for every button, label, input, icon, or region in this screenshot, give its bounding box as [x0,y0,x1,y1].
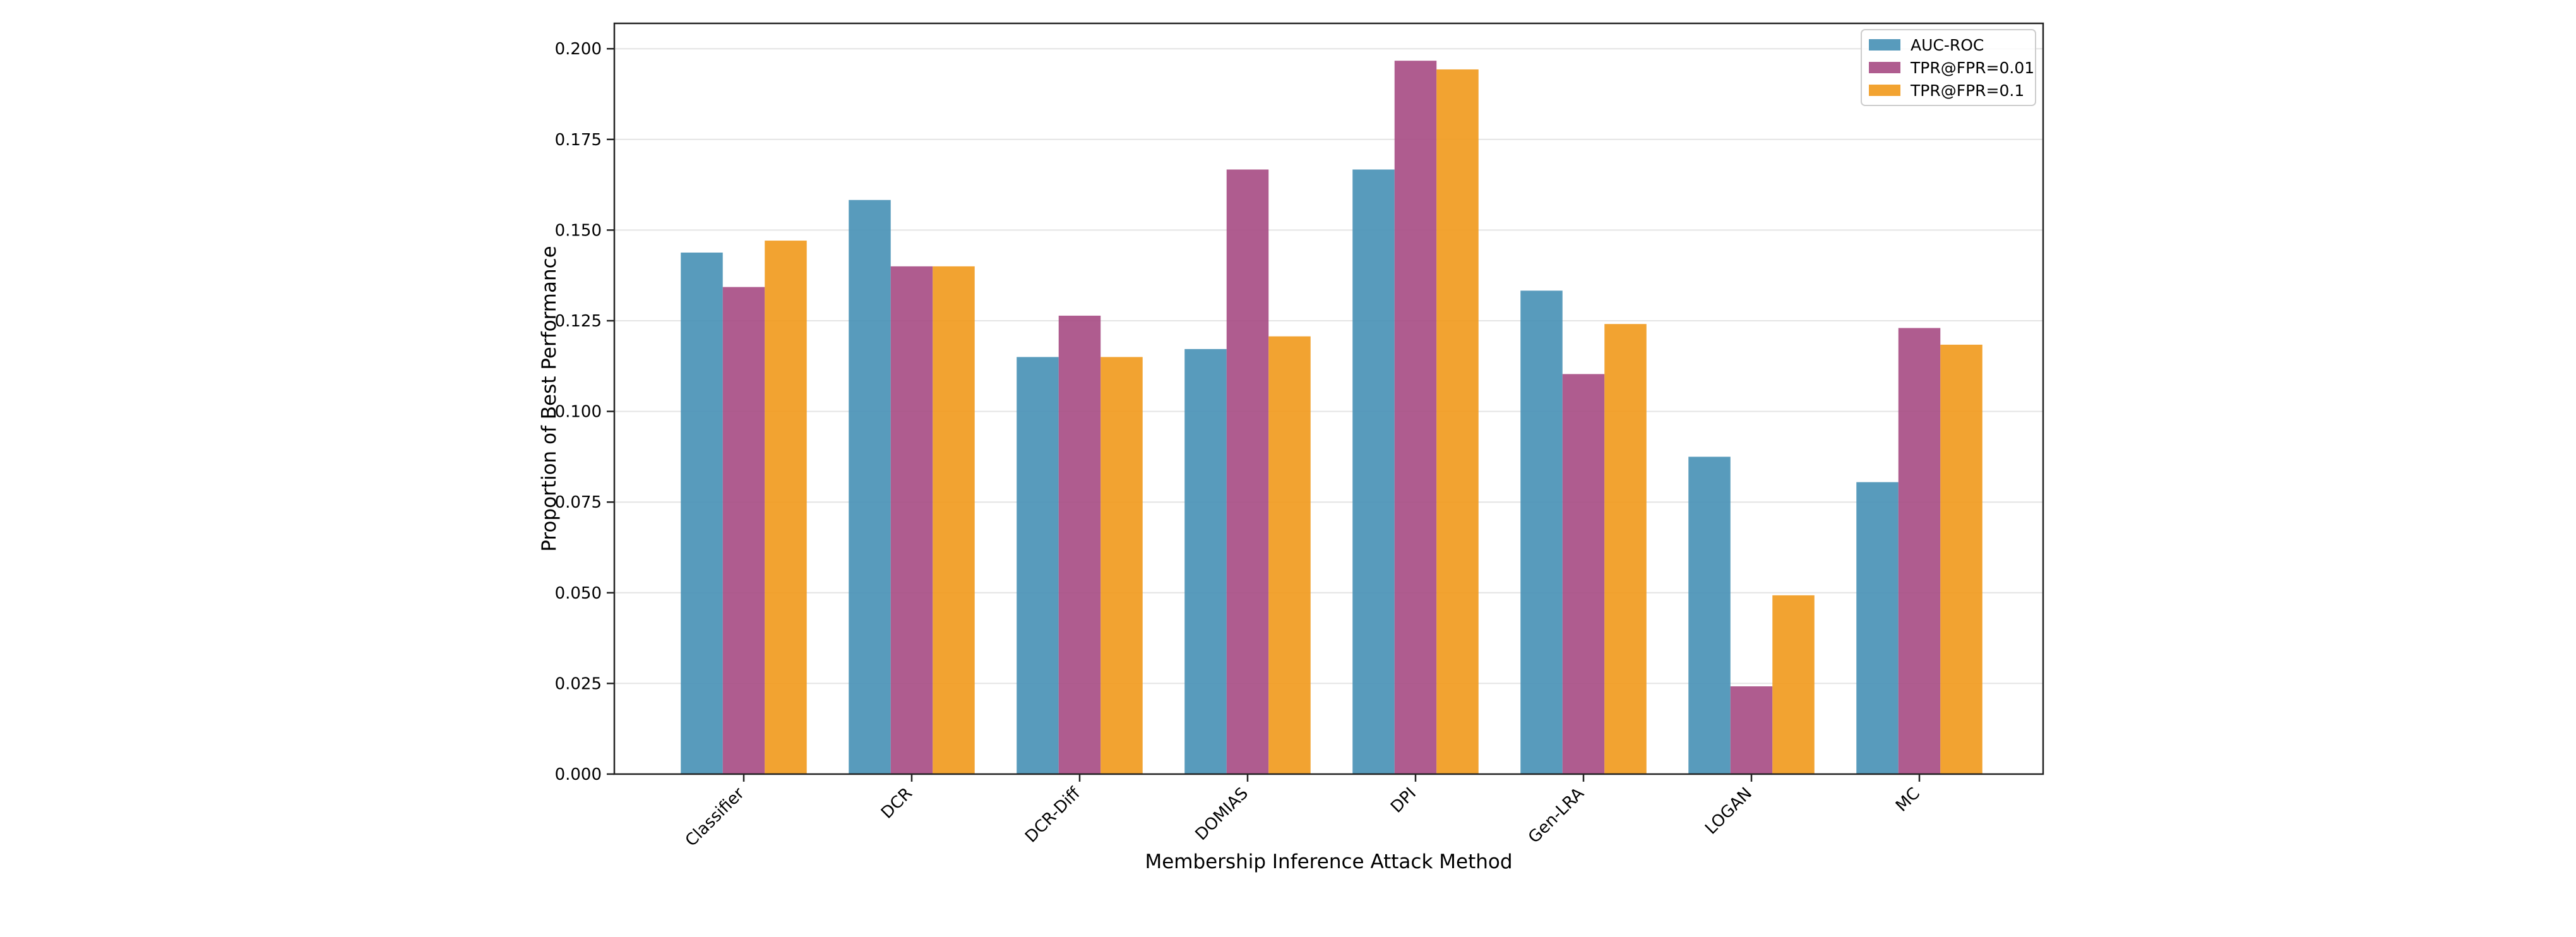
bar-mc-tpr-fpr-0-01 [1898,328,1941,774]
grid-lines [614,48,2043,775]
x-tick-label: LOGAN [1702,784,1756,839]
y-tick-label: 0.200 [555,40,602,59]
x-tick-label: Classifier [682,784,748,850]
bar-mc-auc-roc [1856,482,1899,774]
bar-gen-lra-auc-roc [1520,290,1563,774]
bar-classifier-tpr-fpr-0-1 [765,241,807,774]
bar-dpi-auc-roc [1352,169,1395,774]
bar-mc-tpr-fpr-0-1 [1940,344,1983,774]
bar-gen-lra-tpr-fpr-0-01 [1562,374,1605,774]
legend-swatch [1869,62,1900,73]
legend-swatch [1869,39,1900,51]
bar-domias-auc-roc [1184,349,1227,774]
plot-frame [613,22,2044,775]
bar-domias-tpr-fpr-0-01 [1226,169,1269,774]
y-tick-label: 0.000 [555,765,602,784]
legend-entry: AUC-ROC [1911,36,1984,54]
bar-dcr-diff-auc-roc [1017,357,1059,774]
bar-dcr-diff-tpr-fpr-0-1 [1100,357,1143,774]
y-tick-label: 0.025 [555,674,602,693]
bar-logan-auc-roc [1688,457,1731,774]
x-tick-label: MC [1892,784,1924,816]
bar-logan-tpr-fpr-0-1 [1772,595,1815,774]
y-tick-label: 0.100 [555,403,602,422]
bar-dpi-tpr-fpr-0-01 [1394,61,1437,774]
y-axis-ticks: 0.000 0.025 0.050 0.075 0.100 0.125 0.150 0.175… [555,40,614,784]
legend-entry: TPR@FPR=0.1 [1910,81,2024,100]
y-tick-label: 0.050 [555,584,602,603]
bar-dcr-tpr-fpr-0-1 [933,266,975,774]
y-tick-label: 0.075 [555,493,602,512]
x-tick-label: DCR [878,784,916,823]
x-axis-ticks: Classifier DCR DCR-Diff DOMIAS DPI Gen-LRA LOG… [682,774,1924,850]
bar-dcr-diff-tpr-fpr-0-01 [1058,315,1101,775]
legend-entry: TPR@FPR=0.01 [1910,59,2034,77]
y-tick-label: 0.150 [555,221,602,240]
y-tick-label: 0.175 [555,131,602,150]
bar-logan-tpr-fpr-0-01 [1730,686,1773,774]
bar-classifier-auc-roc [681,253,723,774]
x-tick-label: DOMIAS [1192,784,1252,844]
bar-gen-lra-tpr-fpr-0-1 [1604,324,1647,774]
x-tick-label: DCR-Diff [1022,784,1085,847]
legend-swatch [1869,85,1900,96]
bar-dcr-tpr-fpr-0-01 [890,266,933,774]
bar-dpi-tpr-fpr-0-1 [1436,69,1479,774]
bar-dcr-auc-roc [849,200,891,774]
legend-box [1861,29,2036,106]
legend: AUC-ROC TPR@FPR=0.01 TPR@FPR=0.1 [1861,29,2036,106]
bar-classifier-tpr-fpr-0-01 [722,287,765,774]
x-tick-label: DPI [1387,784,1420,817]
x-axis-label: Membership Inference Attack Method [1145,850,1512,873]
bar-domias-tpr-fpr-0-1 [1268,336,1311,774]
y-tick-label: 0.125 [555,312,602,331]
x-tick-label: Gen-LRA [1525,784,1588,847]
bars [681,61,1983,775]
y-axis-label: Proportion of Best Performance [538,246,561,551]
